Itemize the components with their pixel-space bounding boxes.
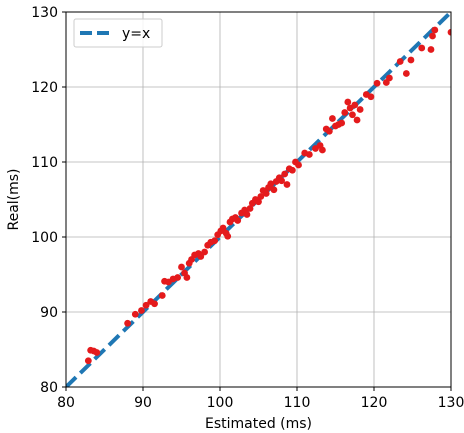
- data-point: [197, 253, 205, 260]
- data-point: [84, 357, 92, 365]
- data-point: [427, 46, 435, 53]
- x-tick-label: 80: [57, 395, 75, 411]
- data-point: [418, 44, 426, 52]
- plot-area: [66, 12, 451, 387]
- x-tick-label: 130: [438, 395, 464, 411]
- data-point: [338, 119, 346, 127]
- y-tick-label: 100: [31, 230, 58, 246]
- x-axis-label: Estimated (ms): [205, 416, 312, 432]
- y-tick-label: 130: [31, 5, 58, 21]
- data-point: [386, 74, 393, 82]
- legend-box: [73, 18, 163, 48]
- data-point: [131, 310, 139, 318]
- data-point: [396, 58, 404, 65]
- data-point: [344, 98, 352, 106]
- y-tick-label: 110: [31, 155, 58, 171]
- data-point: [255, 198, 262, 206]
- data-point: [178, 263, 185, 271]
- x-tick-label: 120: [361, 395, 388, 411]
- data-point: [319, 146, 326, 154]
- data-point: [341, 109, 349, 116]
- data-point: [281, 170, 289, 178]
- data-point: [174, 274, 182, 281]
- data-point: [142, 301, 150, 309]
- data-point: [158, 292, 166, 299]
- x-tick-label: 90: [134, 395, 152, 411]
- data-point: [243, 211, 251, 218]
- data-point: [356, 106, 364, 113]
- data-point: [353, 116, 361, 124]
- data-point: [278, 177, 285, 185]
- data-point: [151, 300, 158, 308]
- data-point: [407, 56, 415, 64]
- data-point: [93, 349, 101, 356]
- x-tick-label: 100: [207, 395, 234, 411]
- data-point: [429, 32, 436, 40]
- y-axis-label: Real(ms): [6, 168, 22, 230]
- y-tick-label: 90: [40, 305, 58, 321]
- data-point: [288, 166, 296, 174]
- data-point: [183, 274, 191, 281]
- data-point: [138, 307, 145, 314]
- y-tick-label: 120: [31, 80, 58, 96]
- data-point: [211, 237, 219, 245]
- data-point: [367, 93, 375, 101]
- data-point: [349, 111, 356, 119]
- axes-frame: [65, 11, 452, 388]
- data-point: [305, 151, 313, 158]
- y-axis-ticks: 80 90 100 110 120 130: [31, 5, 66, 396]
- data-point: [329, 115, 336, 122]
- data-point: [283, 181, 291, 188]
- data-points: [84, 26, 451, 365]
- x-axis-ticks: 80 90 100 110 120 130: [57, 387, 464, 411]
- x-tick-label: 110: [284, 395, 311, 411]
- data-point: [402, 70, 410, 77]
- data-point: [262, 190, 270, 197]
- legend-label-y-equals-x: y=x: [122, 26, 150, 42]
- data-point: [270, 186, 278, 194]
- data-point: [234, 217, 242, 224]
- y-tick-label: 80: [40, 380, 58, 396]
- legend: y=x: [73, 18, 163, 48]
- data-point: [201, 248, 209, 256]
- data-point: [224, 232, 232, 240]
- data-point: [124, 319, 131, 327]
- data-point: [295, 161, 302, 169]
- data-point: [325, 127, 333, 135]
- data-point: [373, 79, 381, 87]
- data-point: [219, 224, 227, 232]
- data-point: [257, 193, 265, 200]
- data-point: [267, 180, 275, 188]
- data-point: [431, 26, 439, 34]
- data-point: [447, 28, 451, 36]
- data-point: [246, 205, 254, 212]
- data-point: [351, 101, 359, 109]
